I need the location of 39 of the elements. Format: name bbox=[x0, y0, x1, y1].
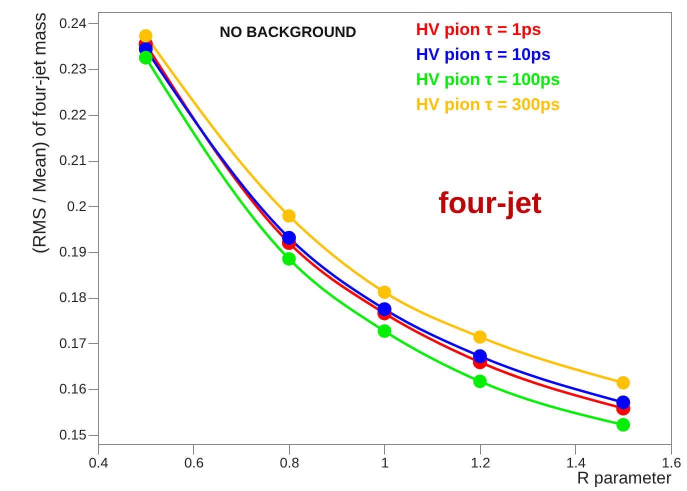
point bbox=[378, 324, 392, 338]
text: HV pion τ = 10ps bbox=[416, 45, 551, 64]
point bbox=[139, 29, 152, 42]
point bbox=[282, 252, 296, 266]
annotation: NO BACKGROUND bbox=[220, 24, 356, 41]
y-tick-label: 0.17 bbox=[59, 334, 87, 351]
x-tick-label: 1.4 bbox=[566, 454, 586, 470]
point bbox=[473, 374, 487, 388]
point bbox=[473, 349, 487, 364]
point bbox=[616, 395, 630, 410]
y-axis-title: (RMS / Mean) of four-jet mass bbox=[29, 12, 50, 254]
text: HV pion τ = 1ps bbox=[416, 20, 542, 39]
x-tick-label: 1.2 bbox=[470, 454, 490, 470]
text: HV pion τ = 100ps bbox=[416, 70, 560, 89]
point bbox=[138, 50, 153, 64]
x-tick-label: 1.6 bbox=[662, 454, 682, 470]
point bbox=[616, 376, 630, 390]
y-tick-label: 0.22 bbox=[59, 106, 87, 122]
point bbox=[282, 209, 296, 223]
y-tick-label: 0.19 bbox=[59, 244, 87, 260]
annotation: four-jet bbox=[438, 187, 542, 220]
x-tick-label: 0.8 bbox=[280, 454, 300, 470]
point bbox=[378, 286, 392, 299]
point bbox=[616, 418, 630, 432]
text: HV pion τ = 300ps bbox=[416, 95, 560, 114]
y-tick-label: 0.21 bbox=[59, 152, 87, 168]
y-tick-label: 0.23 bbox=[59, 60, 87, 77]
x-tick-label: 0.4 bbox=[88, 454, 108, 470]
point bbox=[282, 230, 296, 245]
point bbox=[473, 330, 487, 344]
y-tick-label: 0.24 bbox=[59, 14, 87, 31]
x-tick-label: 0.6 bbox=[184, 454, 204, 470]
point bbox=[378, 302, 392, 316]
y-tick-label: 0.15 bbox=[59, 426, 87, 442]
x-axis-title: R parameter bbox=[577, 468, 672, 488]
y-tick-label: 0.18 bbox=[59, 289, 87, 306]
y-tick-label: 0.2 bbox=[67, 198, 87, 214]
x-tick-label: 1 bbox=[381, 454, 390, 470]
y-tick-label: 0.16 bbox=[59, 380, 87, 397]
